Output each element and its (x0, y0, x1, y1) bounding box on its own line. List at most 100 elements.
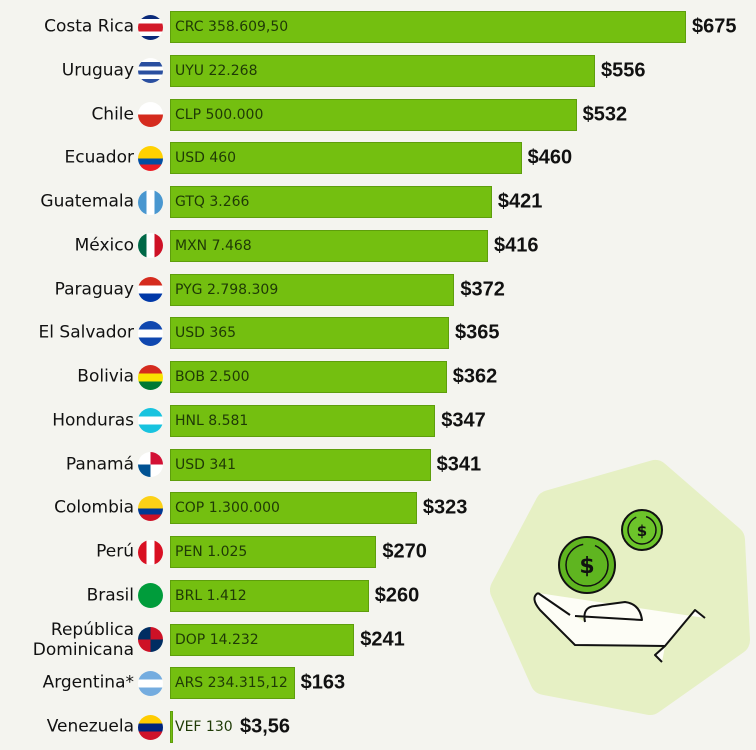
local-currency-label: CLP 500.000 (175, 106, 264, 123)
chart-row: Uruguay UYU 22.268 $556 (0, 49, 756, 93)
flag-icon (138, 583, 163, 609)
flag-icon (138, 495, 163, 521)
chart-row: Bolivia BOB 2.500 $362 (0, 355, 756, 399)
local-currency-label: PEN 1.025 (175, 544, 248, 560)
value-label: $532 (582, 103, 628, 125)
value-label: $260 (374, 584, 420, 607)
chart-row: Perú PEN 1.025 $270 (0, 530, 756, 574)
value-label: $341 (436, 453, 482, 475)
value-label: $323 (422, 496, 468, 519)
chart-row: El Salvador USD 365 $365 (0, 311, 756, 355)
chart-row: México MXN 7.468 $416 (0, 224, 756, 268)
bar (170, 186, 492, 218)
value-label: $556 (601, 59, 646, 82)
bar (170, 623, 355, 656)
country-label: Bolivia (77, 366, 134, 387)
bar (170, 317, 450, 350)
bar (170, 448, 431, 481)
chart-row: Argentina* ARS 234.315,12 $163 (0, 661, 756, 705)
bar (170, 404, 436, 437)
flag-icon (138, 364, 163, 390)
value-label: $3,56 (240, 715, 291, 738)
flag-icon (138, 452, 163, 477)
country-label: Ecuador (64, 147, 134, 168)
local-currency-label: COP 1.300.000 (175, 500, 280, 517)
local-currency-label: CRC 358.609,50 (175, 19, 289, 35)
value-label: $675 (692, 15, 737, 38)
hand-with-coins-illustration: $ $ (490, 460, 750, 715)
hexagon-background (490, 460, 750, 715)
country-label: Costa Rica (44, 16, 134, 37)
local-currency-label: USD 460 (175, 150, 237, 167)
country-label: Chile (91, 104, 134, 124)
chart-row: Brasil BRL 1.412 $260 (0, 574, 756, 618)
country-label: Uruguay (61, 60, 134, 81)
value-label: $347 (441, 409, 486, 432)
local-currency-label: DOP 14.232 (175, 631, 259, 648)
value-label: $421 (497, 190, 543, 213)
value-label: $365 (455, 321, 500, 344)
country-label: Panamá (65, 454, 134, 474)
bar (170, 536, 377, 568)
local-currency-label: BRL 1.412 (175, 587, 247, 604)
chart-row: Paraguay PYG 2.798.309 $372 (0, 268, 756, 312)
chart-row: Costa Rica CRC 358.609,50 $675 (0, 5, 756, 49)
flag-icon (138, 14, 163, 40)
value-label: $460 (527, 146, 573, 169)
bar (170, 667, 295, 700)
chart-row: Ecuador USD 460 $460 (0, 136, 756, 180)
bar (170, 11, 686, 43)
flag-icon (138, 714, 163, 740)
bar (170, 711, 173, 743)
value-label: $362 (452, 365, 498, 388)
bar (170, 361, 447, 393)
country-label: República Dominicana (32, 619, 134, 660)
country-label: Brasil (86, 585, 134, 606)
flag-icon (138, 233, 163, 259)
flag-icon (138, 539, 163, 565)
local-currency-label: PYG 2.798.309 (175, 281, 279, 298)
bar (170, 579, 369, 612)
country-label: El Salvador (38, 322, 134, 343)
country-label: Paraguay (54, 279, 134, 299)
flag-icon (138, 670, 163, 696)
bar (170, 273, 455, 306)
country-label: México (74, 235, 134, 256)
chart-row: Honduras HNL 8.581 $347 (0, 399, 756, 443)
chart-row: Colombia COP 1.300.000 $323 (0, 486, 756, 530)
bar (170, 492, 417, 525)
hand-icon (533, 592, 706, 663)
bar (170, 229, 488, 262)
value-label: $163 (300, 671, 346, 694)
bar (170, 98, 577, 131)
large-coin-icon: $ (558, 536, 616, 594)
bar (170, 142, 522, 175)
flag-icon (138, 145, 163, 171)
country-label: Colombia (54, 497, 134, 518)
flag-icon (138, 189, 163, 215)
bar (170, 54, 596, 87)
local-currency-label: BOB 2.500 (175, 369, 250, 385)
local-currency-label: USD 341 (175, 456, 237, 473)
country-label: Venezuela (46, 716, 134, 737)
value-label: $372 (460, 278, 505, 300)
value-label: $241 (360, 628, 405, 650)
small-coin-icon: $ (621, 509, 663, 551)
local-currency-label: HNL 8.581 (175, 412, 249, 429)
svg-text:$: $ (579, 554, 594, 579)
country-label: Honduras (52, 410, 134, 431)
value-label: $270 (382, 540, 427, 563)
chart-row: Panamá USD 341 $341 (0, 443, 756, 487)
local-currency-label: MXN 7.468 (175, 237, 252, 254)
flag-icon (138, 627, 163, 652)
flag-icon (138, 277, 163, 302)
country-label: Guatemala (40, 191, 134, 212)
country-label: Argentina* (42, 672, 134, 693)
chart-row: República Dominicana DOP 14.232 $241 (0, 618, 756, 662)
chart-row: Venezuela VEF 130 $3,56 (0, 705, 756, 749)
local-currency-label: GTQ 3.266 (175, 194, 250, 210)
flag-icon (138, 320, 163, 346)
flag-icon (138, 408, 163, 434)
flag-icon (138, 58, 163, 84)
value-label: $416 (494, 234, 539, 257)
